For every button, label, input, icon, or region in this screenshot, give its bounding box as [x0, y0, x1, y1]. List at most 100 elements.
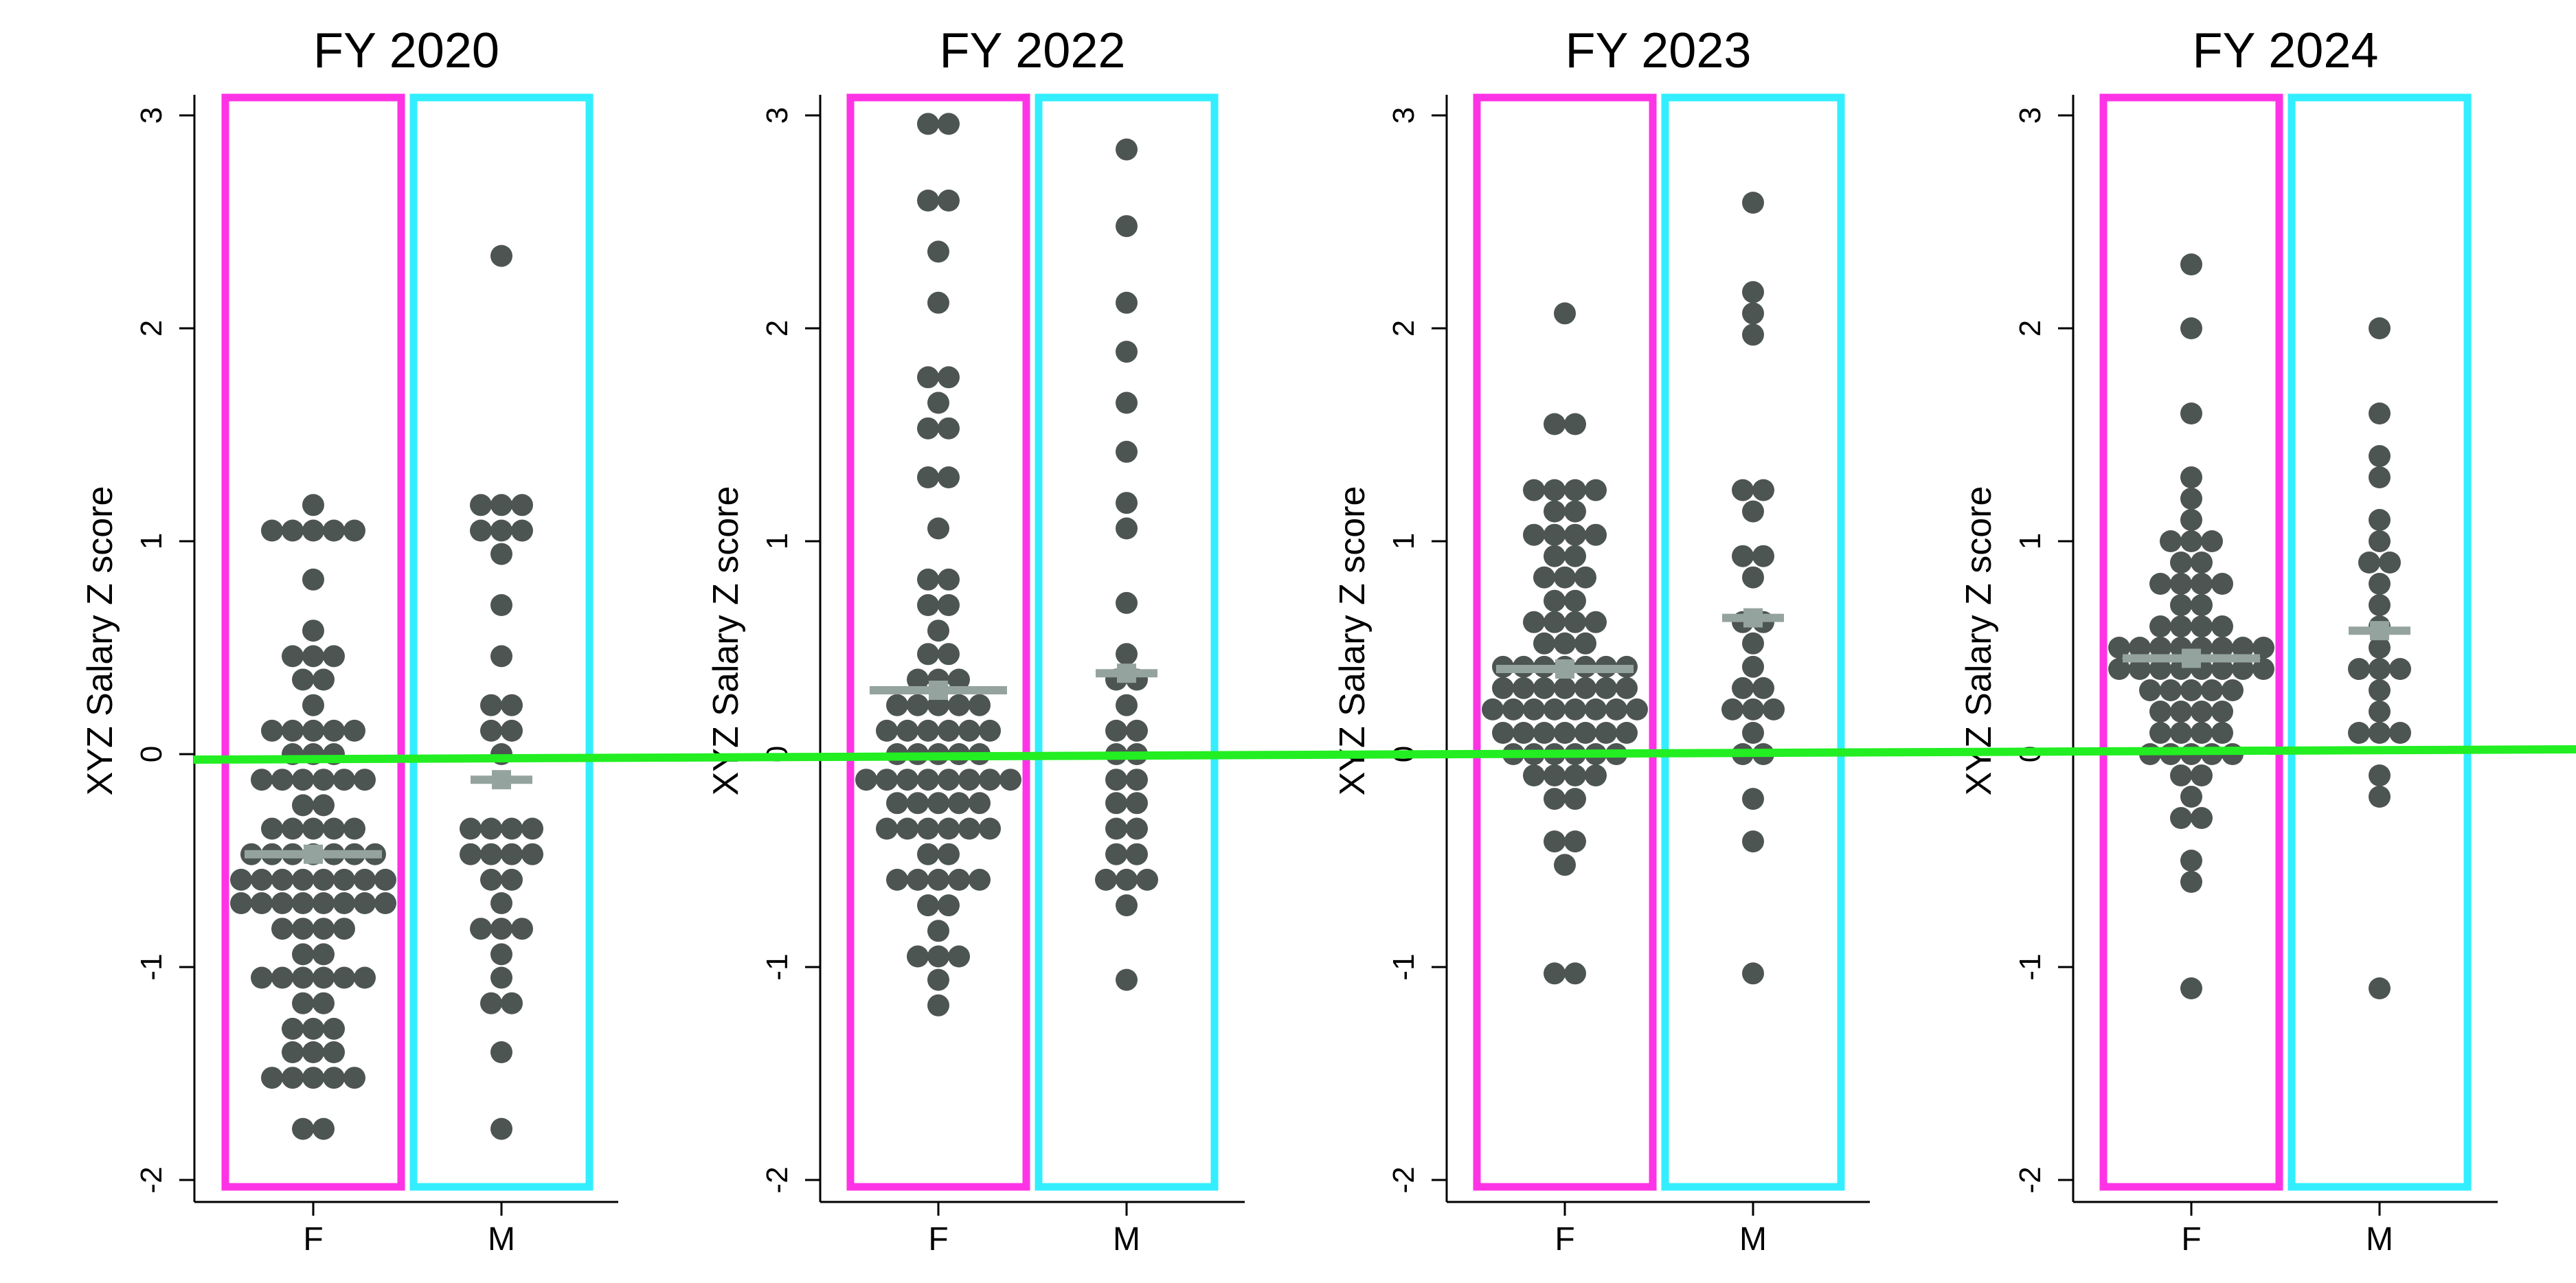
data-point: [917, 417, 939, 440]
data-point: [1742, 698, 1764, 720]
data-point: [2149, 573, 2171, 595]
data-point: [2369, 679, 2391, 701]
data-point: [938, 719, 960, 742]
y-tick-label: -1: [2013, 953, 2047, 980]
data-point: [2348, 658, 2370, 680]
data-point: [490, 918, 512, 940]
data-point: [302, 719, 324, 742]
data-point: [313, 1117, 335, 1140]
data-point: [271, 892, 293, 914]
data-point: [938, 113, 960, 135]
data-point: [2149, 722, 2171, 744]
data-point: [1564, 413, 1586, 435]
data-point: [1742, 500, 1764, 523]
data-point: [490, 1041, 512, 1063]
data-point: [1585, 611, 1607, 633]
data-point: [292, 918, 314, 940]
data-point: [282, 645, 304, 668]
data-point: [1742, 281, 1764, 304]
data-point: [490, 892, 512, 914]
data-point: [2180, 850, 2202, 872]
data-point: [958, 719, 980, 742]
data-point: [927, 240, 949, 263]
data-point: [313, 794, 335, 817]
x-tick-label: F: [303, 1221, 323, 1258]
data-point: [470, 918, 492, 940]
data-point: [1492, 722, 1514, 744]
y-tick-label: 0: [135, 746, 168, 762]
data-point: [917, 190, 939, 212]
data-point: [292, 892, 314, 914]
panel-title: FY 2022: [940, 23, 1126, 78]
data-point: [302, 620, 324, 642]
data-point: [1564, 523, 1586, 546]
data-point: [292, 992, 314, 1014]
data-point: [927, 920, 949, 942]
data-point: [1116, 291, 1138, 314]
data-point: [2160, 679, 2182, 701]
data-point: [480, 719, 502, 742]
data-point: [2211, 722, 2233, 744]
data-point: [1116, 440, 1138, 463]
data-point: [927, 391, 949, 414]
data-point: [896, 769, 918, 791]
data-point: [1752, 545, 1774, 567]
data-point: [1533, 566, 1555, 589]
y-tick-label: 3: [760, 107, 794, 124]
data-point: [907, 694, 929, 716]
y-tick-label: -2: [2013, 1166, 2047, 1193]
data-point: [1544, 523, 1566, 546]
data-point: [1116, 517, 1138, 540]
x-tick-label: F: [1555, 1221, 1574, 1258]
data-point: [343, 817, 365, 840]
data-point: [876, 817, 898, 840]
data-point: [1544, 830, 1566, 853]
data-point: [938, 366, 960, 389]
data-point: [490, 943, 512, 966]
data-point: [1533, 722, 1555, 744]
data-point: [323, 817, 345, 840]
data-point: [1585, 479, 1607, 501]
data-point: [261, 1067, 283, 1089]
data-point: [302, 494, 324, 516]
data-point: [958, 817, 980, 840]
data-point: [2389, 658, 2411, 680]
data-point: [917, 466, 939, 488]
data-point: [1105, 843, 1127, 865]
data-point: [251, 868, 273, 891]
data-point: [1595, 722, 1617, 744]
data-point: [917, 366, 939, 389]
data-point: [374, 868, 396, 891]
data-point: [2180, 509, 2202, 531]
data-point: [2369, 786, 2391, 808]
data-point: [490, 494, 512, 516]
data-point: [313, 868, 335, 891]
data-point: [490, 245, 512, 267]
mean-marker-center: [2182, 648, 2201, 668]
data-point: [917, 894, 939, 917]
data-point: [1544, 611, 1566, 633]
data-point: [521, 843, 543, 865]
data-point: [2170, 594, 2192, 616]
data-point: [354, 769, 376, 791]
data-point: [271, 769, 293, 791]
data-point: [917, 113, 939, 135]
data-point: [261, 817, 283, 840]
data-point: [2369, 466, 2391, 488]
data-point: [230, 892, 252, 914]
data-point: [938, 769, 960, 791]
data-point: [511, 494, 533, 516]
data-point: [1564, 698, 1586, 720]
data-point: [282, 1067, 304, 1089]
data-point: [1564, 830, 1586, 853]
y-tick-label: 1: [760, 533, 794, 549]
data-point: [292, 668, 314, 691]
mean-marker-center: [1117, 663, 1136, 683]
y-tick-label: 2: [135, 320, 168, 337]
data-point: [1626, 698, 1648, 720]
data-point: [261, 719, 283, 742]
data-point: [1116, 138, 1138, 161]
data-point: [2369, 722, 2391, 744]
data-point: [2170, 615, 2192, 637]
data-point: [480, 992, 502, 1014]
